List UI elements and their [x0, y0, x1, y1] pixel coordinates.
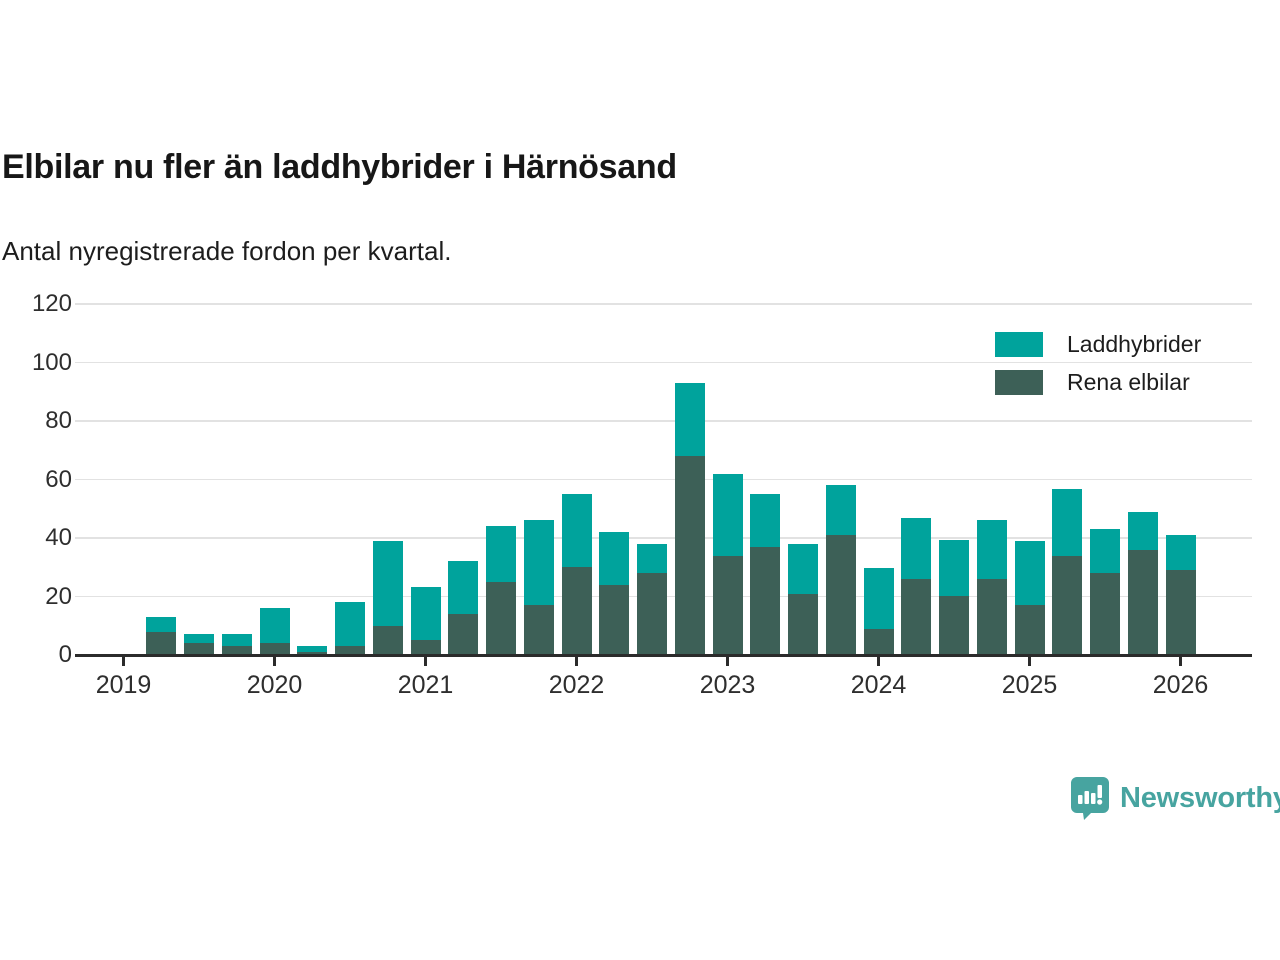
- bar-laddhybrider-2019-Q4: [221, 634, 252, 646]
- y-axis-tick-label: 80: [45, 407, 72, 434]
- bar-rena-elbilar-2019-Q2: [146, 632, 177, 655]
- bar-laddhybrider-2021-Q4: [523, 520, 554, 605]
- bar-rena-elbilar-2022-Q4: [674, 456, 705, 655]
- y-axis-tick-label: 60: [45, 465, 72, 493]
- bar-laddhybrider-2025-Q3: [1090, 529, 1120, 573]
- bar-rena-elbilar-2025-Q2: [1052, 556, 1083, 655]
- bar-laddhybrider-2020-Q2: [297, 646, 328, 652]
- x-axis-tick-2021: [424, 657, 427, 666]
- bar-rena-elbilar-2021-Q2: [448, 614, 479, 655]
- bar-rena-elbilar-2022-Q1: [561, 567, 592, 655]
- x-axis-tick-label: 2023: [699, 671, 756, 699]
- bar-rena-elbilar-2020-Q4: [372, 626, 403, 655]
- bar-rena-elbilar-2023-Q4: [825, 535, 856, 655]
- bar-laddhybrider-2024-Q2: [901, 518, 932, 579]
- bar-rena-elbilar-2024-Q4: [976, 579, 1007, 655]
- bar-laddhybrider-2025-Q4: [1127, 512, 1158, 550]
- bar-rena-elbilar-2022-Q2: [599, 585, 630, 655]
- x-axis-tick-2022: [575, 657, 578, 666]
- bar-laddhybrider-2023-Q4: [825, 485, 856, 535]
- bar-laddhybrider-2022-Q2: [599, 532, 630, 585]
- bar-rena-elbilar-2023-Q2: [750, 547, 781, 655]
- bar-laddhybrider-2024-Q1: [863, 568, 894, 629]
- newsworthy-wordmark: Newsworthy: [1120, 781, 1280, 814]
- page-title: Elbilar nu fler än laddhybrider i Härnös…: [2, 148, 677, 186]
- bar-rena-elbilar-2019-Q3: [184, 643, 214, 655]
- x-axis-tick-label: 2021: [397, 671, 454, 699]
- bar-laddhybrider-2024-Q3: [939, 540, 969, 596]
- x-axis-tick-2024: [877, 657, 880, 666]
- bar-rena-elbilar-2024-Q2: [901, 579, 932, 655]
- bar-rena-elbilar-2025-Q4: [1127, 550, 1158, 655]
- bar-rena-elbilar-2020-Q1: [259, 643, 290, 655]
- newsworthy-brand: Newsworthy: [1070, 776, 1280, 820]
- bar-laddhybrider-2019-Q2: [146, 617, 177, 632]
- bar-rena-elbilar-2025-Q1: [1014, 605, 1045, 655]
- legend-swatch-rena-elbilar: [995, 369, 1043, 395]
- legend-swatch-laddhybrider: [995, 331, 1043, 357]
- y-axis-tick-label: 20: [45, 582, 72, 610]
- bar-laddhybrider-2023-Q1: [712, 474, 743, 556]
- chart-subtitle: Antal nyregistrerade fordon per kvartal.: [2, 236, 452, 266]
- x-axis-tick-label: 2022: [548, 671, 605, 699]
- x-axis-line: [75, 654, 1252, 657]
- bar-laddhybrider-2022-Q3: [637, 544, 667, 573]
- bar-laddhybrider-2025-Q1: [1014, 541, 1045, 605]
- bar-laddhybrider-2020-Q4: [372, 541, 403, 626]
- gridline-y-120: [75, 303, 1252, 305]
- bar-laddhybrider-2021-Q3: [486, 526, 516, 582]
- bar-rena-elbilar-2024-Q3: [939, 596, 969, 655]
- x-axis-tick-2026: [1179, 657, 1182, 666]
- bar-rena-elbilar-2022-Q3: [637, 573, 667, 655]
- x-axis-tick-2020: [273, 657, 276, 666]
- legend-label: Laddhybrider: [1067, 330, 1202, 357]
- y-axis-tick-label: 120: [31, 290, 72, 317]
- bar-rena-elbilar-2020-Q3: [335, 646, 365, 655]
- bar-laddhybrider-2023-Q2: [750, 494, 781, 547]
- legend-item-laddhybrider: Laddhybrider: [995, 330, 1201, 358]
- x-axis-tick-label: 2020: [246, 671, 303, 699]
- bar-laddhybrider-2020-Q1: [259, 608, 290, 643]
- y-axis-tick-label: 100: [31, 348, 72, 376]
- bar-rena-elbilar-2023-Q1: [712, 556, 743, 655]
- bar-laddhybrider-2025-Q2: [1052, 489, 1083, 556]
- gridline-y-60: [75, 478, 1252, 481]
- bar-laddhybrider-2022-Q4: [674, 383, 705, 456]
- bar-laddhybrider-2021-Q1: [410, 587, 441, 640]
- bar-rena-elbilar-2025-Q3: [1090, 573, 1120, 655]
- y-axis-tick-label: 40: [45, 524, 72, 551]
- bar-rena-elbilar-2020-Q2: [297, 652, 328, 655]
- bar-laddhybrider-2026-Q1: [1165, 535, 1196, 570]
- x-axis-tick-label: 2024: [850, 671, 907, 699]
- bar-laddhybrider-2020-Q3: [335, 602, 365, 646]
- x-axis-tick-label: 2019: [95, 671, 152, 699]
- bar-rena-elbilar-2019-Q4: [221, 646, 252, 655]
- gridline-y-100: [75, 361, 1252, 364]
- x-axis-tick-2019: [122, 657, 125, 666]
- bar-rena-elbilar-2021-Q4: [523, 605, 554, 655]
- x-axis-tick-label: 2026: [1152, 671, 1209, 699]
- bar-rena-elbilar-2026-Q1: [1165, 570, 1196, 655]
- bar-rena-elbilar-2023-Q3: [788, 594, 818, 655]
- bar-laddhybrider-2023-Q3: [788, 544, 818, 594]
- bar-laddhybrider-2024-Q4: [976, 520, 1007, 579]
- gridline-y-40: [75, 537, 1252, 539]
- bar-laddhybrider-2022-Q1: [561, 494, 592, 567]
- bar-rena-elbilar-2024-Q1: [863, 629, 894, 655]
- legend-item-rena-elbilar: Rena elbilar: [995, 368, 1201, 396]
- newsworthy-logo-icon: [1071, 777, 1109, 820]
- x-axis-tick-2025: [1028, 657, 1031, 666]
- bar-rena-elbilar-2021-Q1: [410, 640, 441, 655]
- bar-laddhybrider-2021-Q2: [448, 561, 479, 614]
- gridline-y-80: [75, 420, 1252, 422]
- x-axis-tick-label: 2025: [1001, 671, 1058, 699]
- x-axis-tick-2023: [726, 657, 729, 666]
- bar-rena-elbilar-2021-Q3: [486, 582, 516, 655]
- chart-legend: Laddhybrider Rena elbilar: [995, 330, 1201, 406]
- y-axis-tick-label: 0: [58, 641, 72, 668]
- legend-label: Rena elbilar: [1067, 368, 1190, 395]
- bar-laddhybrider-2019-Q3: [184, 634, 214, 643]
